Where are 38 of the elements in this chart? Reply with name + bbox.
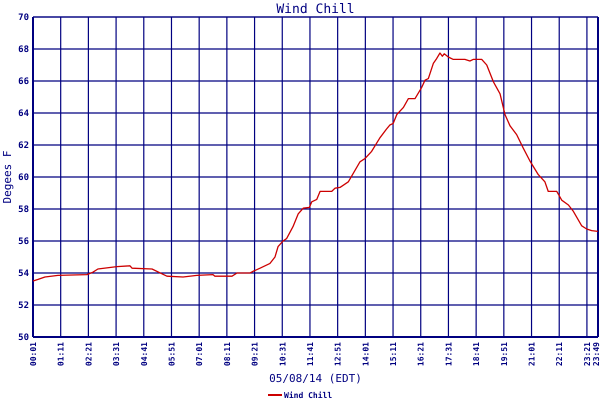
x-tick-label: 02:21 [84,342,94,366]
x-tick-label: 08:11 [222,342,232,366]
y-tick-label: 58 [18,205,29,215]
y-axis-title: Degees F [1,150,14,204]
x-tick-label: 17:31 [444,342,454,366]
x-tick-label: 12:51 [334,342,343,366]
x-tick-label: 01:11 [56,342,66,366]
x-tick-label: 04:41 [140,342,149,366]
x-tick-label: 19:51 [500,342,509,366]
y-tick-label: 50 [18,333,29,343]
line-series [32,52,598,282]
x-tick-label: 11:41 [306,342,315,366]
y-tick-label: 66 [18,77,29,87]
y-tick-label: 70 [18,13,29,23]
x-tick-label: 22:11 [555,342,564,366]
x-tick-label: 23:49 [592,342,600,366]
x-tick-label: 23:21 [582,342,592,366]
x-tick-label: 15:11 [389,342,398,366]
y-tick-label: 60 [18,173,29,183]
y-tick-label: 68 [18,45,29,55]
x-tick-label: 09:21 [250,342,260,366]
y-tick-label: 52 [18,301,29,311]
y-tick-label: 56 [18,237,29,247]
x-tick-label: 14:01 [361,342,370,366]
y-tick-label: 62 [18,141,29,151]
x-tick-label: 05:51 [167,342,176,366]
x-tick-label: 00:01 [29,342,38,366]
x-tick-label: 10:31 [278,342,288,366]
y-tick-label: 54 [18,269,30,279]
x-tick-label: 03:31 [112,342,122,366]
legend-label: Wind Chill [284,391,332,400]
x-tick-label: 07:01 [195,342,204,366]
x-tick-label: 16:21 [416,342,426,366]
x-tick-label: 18:41 [472,342,482,366]
x-tick-label: 21:01 [528,342,537,366]
x-axis-title: 05/08/14 (EDT) [269,372,362,385]
chart-title: Wind Chill [276,2,355,17]
y-tick-label: 64 [18,109,30,119]
